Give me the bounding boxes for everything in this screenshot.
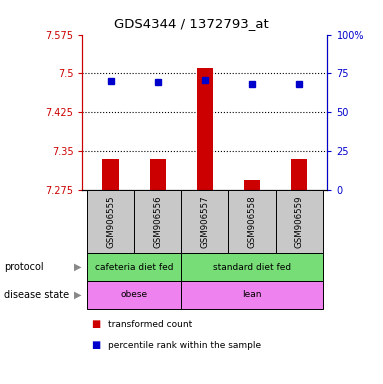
Text: GSM906555: GSM906555: [106, 195, 115, 248]
Text: transformed count: transformed count: [108, 319, 192, 329]
Bar: [196, 68, 213, 190]
Text: GSM906556: GSM906556: [153, 195, 162, 248]
Bar: [291, 159, 308, 190]
Text: disease state: disease state: [4, 290, 69, 300]
Text: GSM906559: GSM906559: [295, 195, 304, 248]
Text: obese: obese: [121, 290, 148, 300]
Text: standard diet fed: standard diet fed: [213, 263, 291, 272]
Bar: [244, 180, 260, 190]
Text: GSM906557: GSM906557: [200, 195, 210, 248]
Text: GSM906558: GSM906558: [247, 195, 257, 248]
Bar: [102, 159, 119, 190]
Text: ■: ■: [91, 340, 100, 350]
Text: percentile rank within the sample: percentile rank within the sample: [108, 341, 261, 350]
Bar: [149, 159, 166, 190]
Text: cafeteria diet fed: cafeteria diet fed: [95, 263, 173, 272]
Text: ▶: ▶: [74, 262, 81, 272]
Text: protocol: protocol: [4, 262, 43, 272]
Text: lean: lean: [242, 290, 262, 300]
Text: GDS4344 / 1372793_at: GDS4344 / 1372793_at: [114, 17, 269, 30]
Text: ▶: ▶: [74, 290, 81, 300]
Text: ■: ■: [91, 319, 100, 329]
